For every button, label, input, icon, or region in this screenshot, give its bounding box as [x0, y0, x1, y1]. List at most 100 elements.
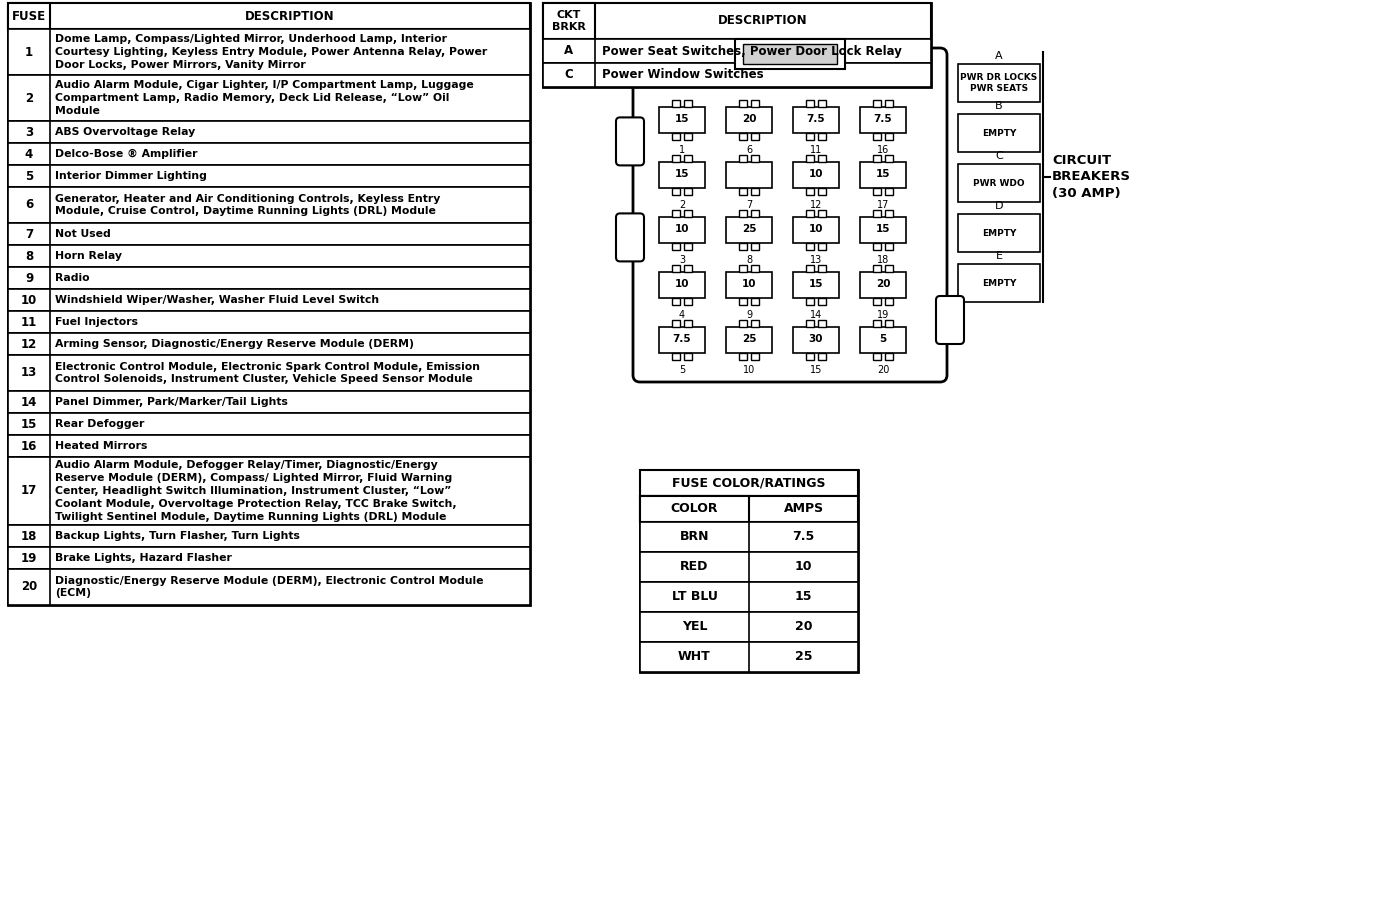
Text: 4: 4 [679, 310, 685, 320]
Text: 20: 20 [876, 279, 890, 289]
Text: Electronic Control Module, Electronic Spark Control Module, Emission
Control Sol: Electronic Control Module, Electronic Sp… [55, 361, 480, 384]
Bar [639, 642, 750, 672]
Text: 12: 12 [21, 338, 37, 350]
Bar [543, 63, 932, 87]
Text: 7: 7 [745, 200, 752, 210]
Bar [819, 133, 825, 140]
Text: 2: 2 [679, 200, 685, 210]
Text: Power Seat Switches, Power Door Lock Relay: Power Seat Switches, Power Door Lock Rel… [602, 45, 901, 58]
Text: 1: 1 [679, 145, 685, 155]
Text: 10: 10 [741, 279, 757, 289]
Text: Generator, Heater and Air Conditioning Controls, Keyless Entry
Module, Cruise Co: Generator, Heater and Air Conditioning C… [55, 194, 441, 217]
Bar [885, 243, 893, 250]
Bar [958, 214, 1040, 252]
Bar [8, 547, 50, 569]
Text: 25: 25 [795, 651, 812, 663]
Bar [819, 155, 825, 162]
Text: 15: 15 [21, 417, 37, 430]
Bar [8, 3, 50, 29]
Text: Fuel Injectors: Fuel Injectors [55, 317, 138, 327]
Bar [543, 39, 595, 63]
Bar [8, 267, 50, 289]
Bar [8, 245, 531, 267]
Bar [639, 642, 858, 672]
Text: 18: 18 [876, 255, 889, 265]
Text: 1: 1 [25, 46, 33, 59]
Text: 15: 15 [810, 365, 823, 375]
Bar [672, 265, 679, 272]
Bar [739, 320, 747, 327]
Bar [543, 3, 932, 87]
Bar [8, 525, 50, 547]
Bar [806, 100, 814, 107]
Bar [8, 29, 50, 75]
Bar [806, 155, 814, 162]
FancyBboxPatch shape [633, 48, 947, 382]
Bar [792, 327, 839, 353]
Text: A: A [565, 45, 573, 58]
Text: 14: 14 [21, 395, 37, 408]
Bar [806, 353, 814, 360]
Bar [8, 121, 531, 143]
FancyBboxPatch shape [616, 117, 644, 166]
Bar [8, 143, 531, 165]
Bar [639, 496, 750, 522]
Text: 11: 11 [810, 145, 823, 155]
Bar [8, 333, 531, 355]
Bar [860, 107, 905, 133]
Text: 9: 9 [25, 272, 33, 285]
Bar [819, 320, 825, 327]
Bar [726, 272, 772, 298]
Bar [8, 187, 50, 223]
Bar [672, 243, 679, 250]
Bar [885, 298, 893, 305]
Text: 7.5: 7.5 [792, 531, 814, 544]
Bar [543, 39, 932, 63]
Text: 15: 15 [795, 590, 812, 604]
Bar [683, 188, 692, 195]
Bar [806, 133, 814, 140]
Bar [739, 210, 747, 217]
Bar [639, 552, 858, 582]
Bar [792, 272, 839, 298]
Text: C: C [995, 151, 1003, 161]
Bar [672, 320, 679, 327]
Bar [659, 162, 706, 188]
Text: 11: 11 [21, 316, 37, 328]
Bar [683, 353, 692, 360]
Text: 16: 16 [21, 439, 37, 453]
Bar [8, 457, 50, 525]
Text: 20: 20 [21, 580, 37, 594]
Bar [806, 320, 814, 327]
Bar [659, 272, 706, 298]
Bar [792, 217, 839, 243]
Bar [806, 188, 814, 195]
Bar [659, 107, 706, 133]
Bar [751, 353, 759, 360]
Text: 10: 10 [675, 279, 689, 289]
Text: 10: 10 [743, 365, 755, 375]
Bar [683, 243, 692, 250]
Bar [672, 100, 679, 107]
Text: C: C [565, 69, 573, 81]
Text: Diagnostic/Energy Reserve Module (DERM), Electronic Control Module
(ECM): Diagnostic/Energy Reserve Module (DERM),… [55, 576, 484, 598]
Text: Interior Dimmer Lighting: Interior Dimmer Lighting [55, 171, 207, 181]
Text: YEL: YEL [682, 620, 707, 633]
Bar [543, 3, 932, 39]
Bar [8, 547, 531, 569]
Bar [958, 164, 1040, 202]
Bar [819, 188, 825, 195]
Text: WHT: WHT [678, 651, 711, 663]
Bar [659, 217, 706, 243]
Bar [958, 64, 1040, 102]
Bar [958, 264, 1040, 302]
Bar [739, 298, 747, 305]
Bar [739, 100, 747, 107]
Bar [885, 155, 893, 162]
Bar [860, 162, 905, 188]
Text: 5: 5 [25, 169, 33, 182]
Bar [819, 265, 825, 272]
Text: 17: 17 [21, 485, 37, 498]
Text: 19: 19 [21, 552, 37, 565]
Text: 10: 10 [675, 224, 689, 234]
